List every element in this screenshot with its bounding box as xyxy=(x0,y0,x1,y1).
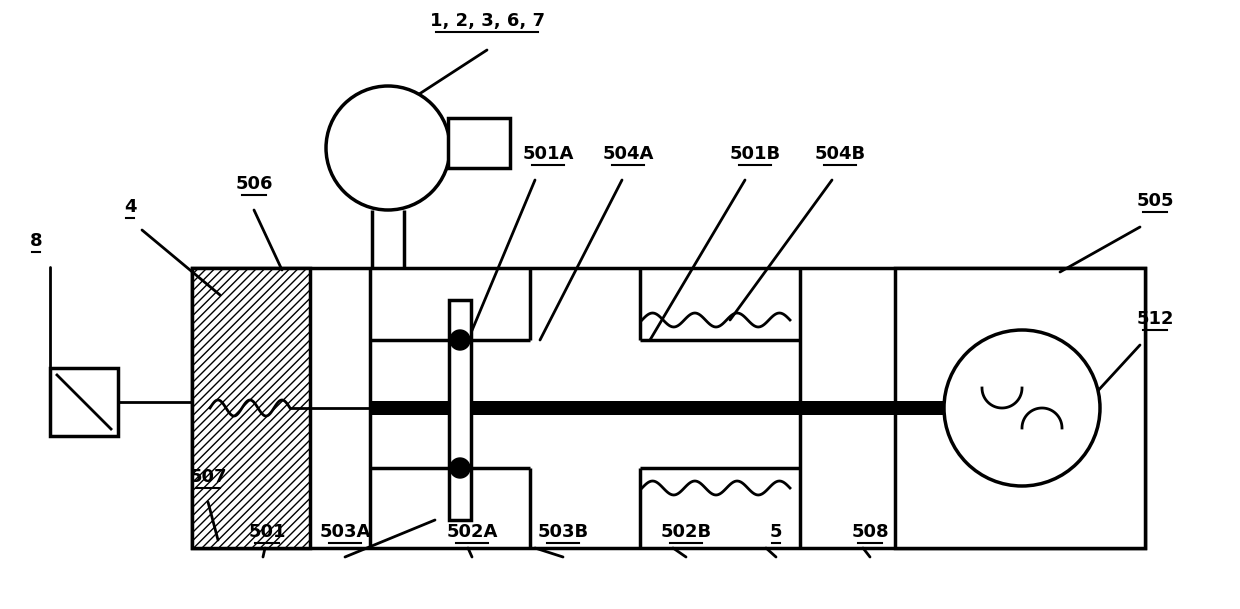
Circle shape xyxy=(326,86,450,210)
Circle shape xyxy=(450,330,470,350)
Text: 502A: 502A xyxy=(446,523,497,541)
Circle shape xyxy=(451,331,469,349)
Text: 504B: 504B xyxy=(815,145,866,163)
Bar xyxy=(895,268,1145,548)
Bar xyxy=(448,118,510,168)
Text: 501: 501 xyxy=(248,523,285,541)
Bar xyxy=(192,268,310,548)
Bar xyxy=(370,401,945,415)
Text: 1, 2, 3, 6, 7: 1, 2, 3, 6, 7 xyxy=(429,12,544,30)
Bar xyxy=(449,300,471,520)
Text: 502B: 502B xyxy=(661,523,712,541)
Text: 507: 507 xyxy=(190,468,227,486)
Text: 505: 505 xyxy=(1136,192,1174,210)
Circle shape xyxy=(451,459,469,477)
Text: 4: 4 xyxy=(124,198,136,216)
Text: 8: 8 xyxy=(30,232,42,250)
Text: 5: 5 xyxy=(770,523,782,541)
Text: 504A: 504A xyxy=(603,145,653,163)
Text: 508: 508 xyxy=(851,523,889,541)
Circle shape xyxy=(450,458,470,478)
Text: 512: 512 xyxy=(1136,310,1174,328)
Text: 501A: 501A xyxy=(522,145,574,163)
Text: 503B: 503B xyxy=(537,523,589,541)
Bar xyxy=(192,268,1145,548)
Text: 503A: 503A xyxy=(320,523,371,541)
Circle shape xyxy=(944,330,1100,486)
Bar xyxy=(50,368,118,436)
Text: 506: 506 xyxy=(236,175,273,193)
Text: 501B: 501B xyxy=(729,145,780,163)
